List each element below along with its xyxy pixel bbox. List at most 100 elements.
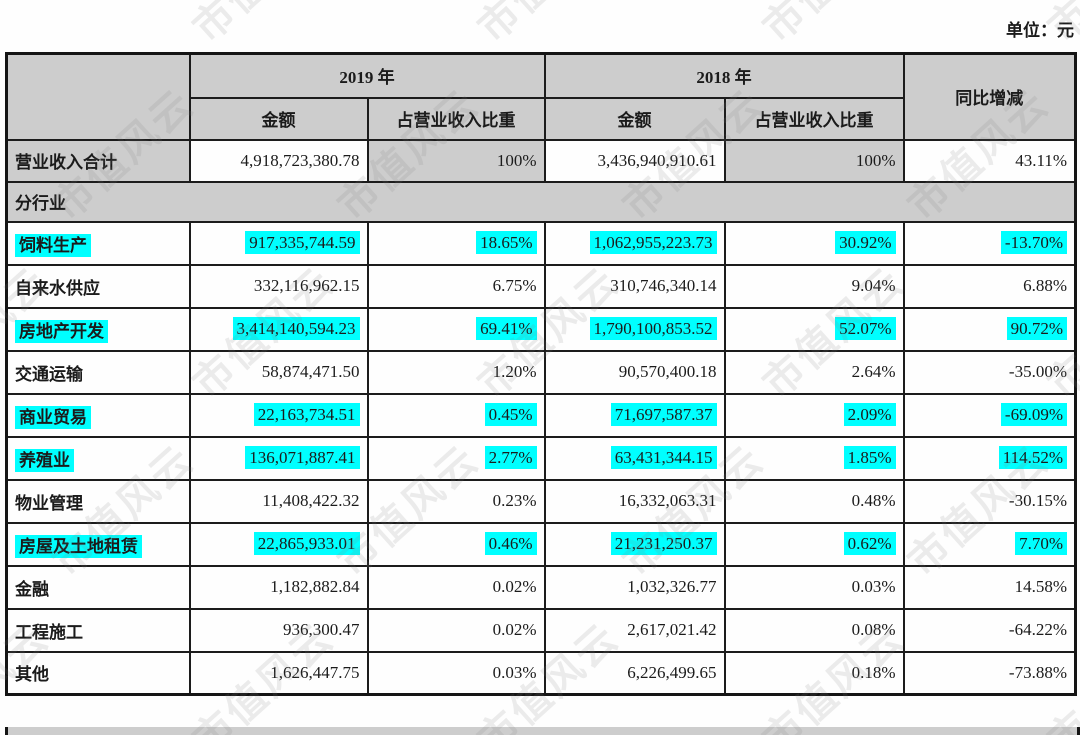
cell-text: 58,874,471.50	[261, 362, 360, 381]
amount-2018: 2,617,021.42	[543, 607, 726, 653]
cell-text: 6,226,499.65	[627, 662, 717, 682]
yoy-value: -35.00%	[902, 349, 1077, 395]
cell-text: 917,335,744.59	[245, 231, 360, 254]
cell-text: 63,431,344.15	[610, 446, 717, 469]
header-row-years: 2019 年 2018 年 同比增减	[5, 52, 1077, 141]
cell-text: 1,182,882.84	[270, 577, 360, 596]
industry-label: 商业贸易	[5, 392, 191, 438]
cell-text: 7.70%	[1015, 532, 1067, 555]
table-row: 房屋及土地租赁 22,865,933.01 0.46% 21,231,250.3…	[5, 521, 1077, 567]
pct-2018: 0.08%	[723, 607, 905, 653]
industry-label: 自来水供应	[5, 263, 191, 309]
section-header-row: 分行业	[5, 180, 1077, 223]
cell-text: 1,032,326.77	[627, 577, 717, 596]
cell-text: 30.92%	[835, 231, 896, 254]
cell-text: 1,790,100,853.52	[589, 317, 717, 340]
cell-text: 0.46%	[484, 532, 537, 555]
next-section-row-partial	[5, 727, 1080, 735]
cell-text: 0.18%	[851, 662, 896, 682]
cell-text: 1,626,447.75	[270, 662, 360, 682]
amount-2019: 11,408,422.32	[188, 478, 369, 524]
pct-2019: 18.65%	[366, 220, 546, 266]
industry-label: 金融	[5, 564, 191, 610]
pct-2019: 0.02%	[366, 607, 546, 653]
cell-text: 金融	[15, 579, 49, 599]
amount-2019: 58,874,471.50	[188, 349, 369, 395]
industry-label: 房地产开发	[5, 306, 191, 352]
cell-text: -30.15%	[1008, 491, 1067, 510]
pct-2019: 0.45%	[366, 392, 546, 438]
watermark-text: 市值风云	[463, 0, 630, 53]
total-revenue-row: 营业收入合计 4,918,723,380.78 100% 3,436,940,9…	[5, 138, 1077, 183]
cell-text: 90,570,400.18	[618, 362, 717, 381]
cell-text: 养殖业	[15, 448, 74, 472]
watermark-text: 市值风云	[178, 0, 345, 53]
pct-2018: 100%	[723, 138, 905, 183]
cell-text: 物业管理	[15, 493, 83, 513]
pct-2018: 2.64%	[723, 349, 905, 395]
cell-text: 6.75%	[492, 276, 537, 295]
amount-2019: 22,865,933.01	[188, 521, 369, 567]
table-row: 物业管理 11,408,422.32 0.23% 16,332,063.31 0…	[5, 478, 1077, 524]
yoy-value: 6.88%	[902, 263, 1077, 309]
cell-text: 自来水供应	[15, 278, 100, 298]
industry-label: 房屋及土地租赁	[5, 521, 191, 567]
cell-text: 2.64%	[851, 362, 896, 381]
col-header-pct-2019: 占营业收入比重	[366, 96, 546, 141]
cell-text: 18.65%	[476, 231, 537, 254]
yoy-value: -13.70%	[902, 220, 1077, 266]
cell-text: -64.22%	[1008, 620, 1067, 639]
industry-label: 交通运输	[5, 349, 191, 395]
amount-2018: 6,226,499.65	[543, 650, 726, 696]
cell-text: 16,332,063.31	[618, 491, 717, 510]
amount-2018: 63,431,344.15	[543, 435, 726, 481]
pct-2019: 0.03%	[366, 650, 546, 696]
cell-text: 21,231,250.37	[610, 532, 717, 555]
pct-2019: 69.41%	[366, 306, 546, 352]
industry-label: 物业管理	[5, 478, 191, 524]
pct-2019: 0.23%	[366, 478, 546, 524]
cell-text: -35.00%	[1008, 362, 1067, 381]
cell-text: 9.04%	[851, 276, 896, 295]
industry-label: 营业收入合计	[5, 138, 191, 183]
table-row: 交通运输 58,874,471.50 1.20% 90,570,400.18 2…	[5, 349, 1077, 395]
amount-2019: 936,300.47	[188, 607, 369, 653]
cell-text: 0.03%	[851, 577, 896, 596]
yoy-value: 14.58%	[902, 564, 1077, 610]
yoy-value: 90.72%	[902, 306, 1077, 352]
cell-text: 房屋及土地租赁	[15, 534, 142, 558]
col-header-yoy: 同比增减	[902, 52, 1077, 141]
cell-text: 2,617,021.42	[627, 620, 717, 639]
cell-text: 136,071,887.41	[245, 446, 360, 469]
cell-text: 6.88%	[1023, 276, 1067, 295]
cell-text: -73.88%	[1008, 662, 1067, 682]
amount-2018: 21,231,250.37	[543, 521, 726, 567]
amount-2018: 90,570,400.18	[543, 349, 726, 395]
col-header-2019: 2019 年	[188, 52, 546, 99]
amount-2019: 332,116,962.15	[188, 263, 369, 309]
cell-text: 22,865,933.01	[253, 532, 360, 555]
col-header-pct-2018: 占营业收入比重	[723, 96, 905, 141]
yoy-value: 7.70%	[902, 521, 1077, 567]
pct-2018: 52.07%	[723, 306, 905, 352]
cell-text: 11,408,422.32	[262, 491, 360, 510]
pct-2018: 0.48%	[723, 478, 905, 524]
cell-text: 332,116,962.15	[253, 276, 360, 295]
cell-text: 52.07%	[835, 317, 896, 340]
cell-text: 0.02%	[492, 577, 537, 596]
pct-2019: 6.75%	[366, 263, 546, 309]
yoy-value: 114.52%	[902, 435, 1077, 481]
industry-label: 养殖业	[5, 435, 191, 481]
table-row: 金融 1,182,882.84 0.02% 1,032,326.77 0.03%…	[5, 564, 1077, 610]
amount-2019: 1,182,882.84	[188, 564, 369, 610]
cell-text: 0.03%	[492, 662, 537, 682]
industry-label: 饲料生产	[5, 220, 191, 266]
yoy-value: -69.09%	[902, 392, 1077, 438]
cell-text: 71,697,587.37	[610, 403, 717, 426]
amount-2019: 3,414,140,594.23	[188, 306, 369, 352]
yoy-value: -73.88%	[902, 650, 1077, 696]
pct-2019: 100%	[366, 138, 546, 183]
table-row: 养殖业 136,071,887.41 2.77% 63,431,344.15 1…	[5, 435, 1077, 481]
cell-text: 0.62%	[843, 532, 896, 555]
cell-text: -13.70%	[1000, 231, 1067, 254]
